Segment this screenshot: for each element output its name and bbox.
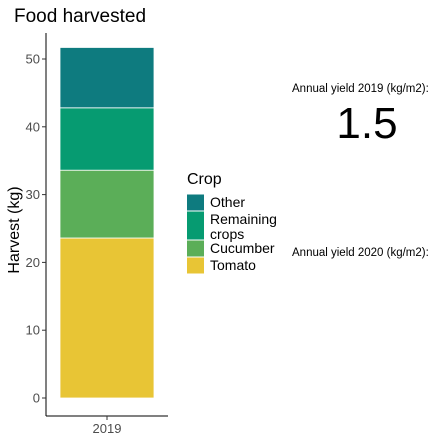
y-axis: 0 10 20 30 40 50 xyxy=(26,33,47,416)
legend-key-remaining-crops xyxy=(187,211,204,240)
bar-segment-tomato xyxy=(59,237,155,399)
bar-segment-remaining-crops xyxy=(59,107,155,171)
y-tick-label: 30 xyxy=(26,187,40,202)
x-axis: 2019 xyxy=(46,415,168,436)
bar-segment-other xyxy=(59,47,155,109)
legend-title: Crop xyxy=(187,171,222,188)
legend-key-cucumber xyxy=(187,240,204,257)
bar-segment-cucumber xyxy=(59,169,155,239)
legend-label-tomato: Tomato xyxy=(210,257,256,273)
y-axis-title: Harvest (kg) xyxy=(6,186,23,273)
legend-key-tomato xyxy=(187,257,204,274)
legend-label-remaining-crops: Remaining crops xyxy=(210,211,277,242)
annual-yield-2019-value: 1.5 xyxy=(336,99,397,148)
y-tick-label: 20 xyxy=(26,255,40,270)
y-tick-label: 10 xyxy=(26,323,40,338)
legend-key-other xyxy=(187,194,204,211)
y-tick-label: 40 xyxy=(26,119,40,134)
legend-label-other: Other xyxy=(210,194,245,210)
bar-stack xyxy=(59,47,155,399)
annual-yield-2019-label: Annual yield 2019 (kg/m2): xyxy=(292,83,429,95)
x-tick-label: 2019 xyxy=(93,421,122,436)
y-tick-label: 50 xyxy=(26,52,40,67)
annual-yield-2020-label: Annual yield 2020 (kg/m2): xyxy=(292,247,429,259)
chart-title: Food harvested xyxy=(14,6,146,27)
legend-label-cucumber: Cucumber xyxy=(210,240,275,256)
y-tick-label: 0 xyxy=(33,391,40,406)
